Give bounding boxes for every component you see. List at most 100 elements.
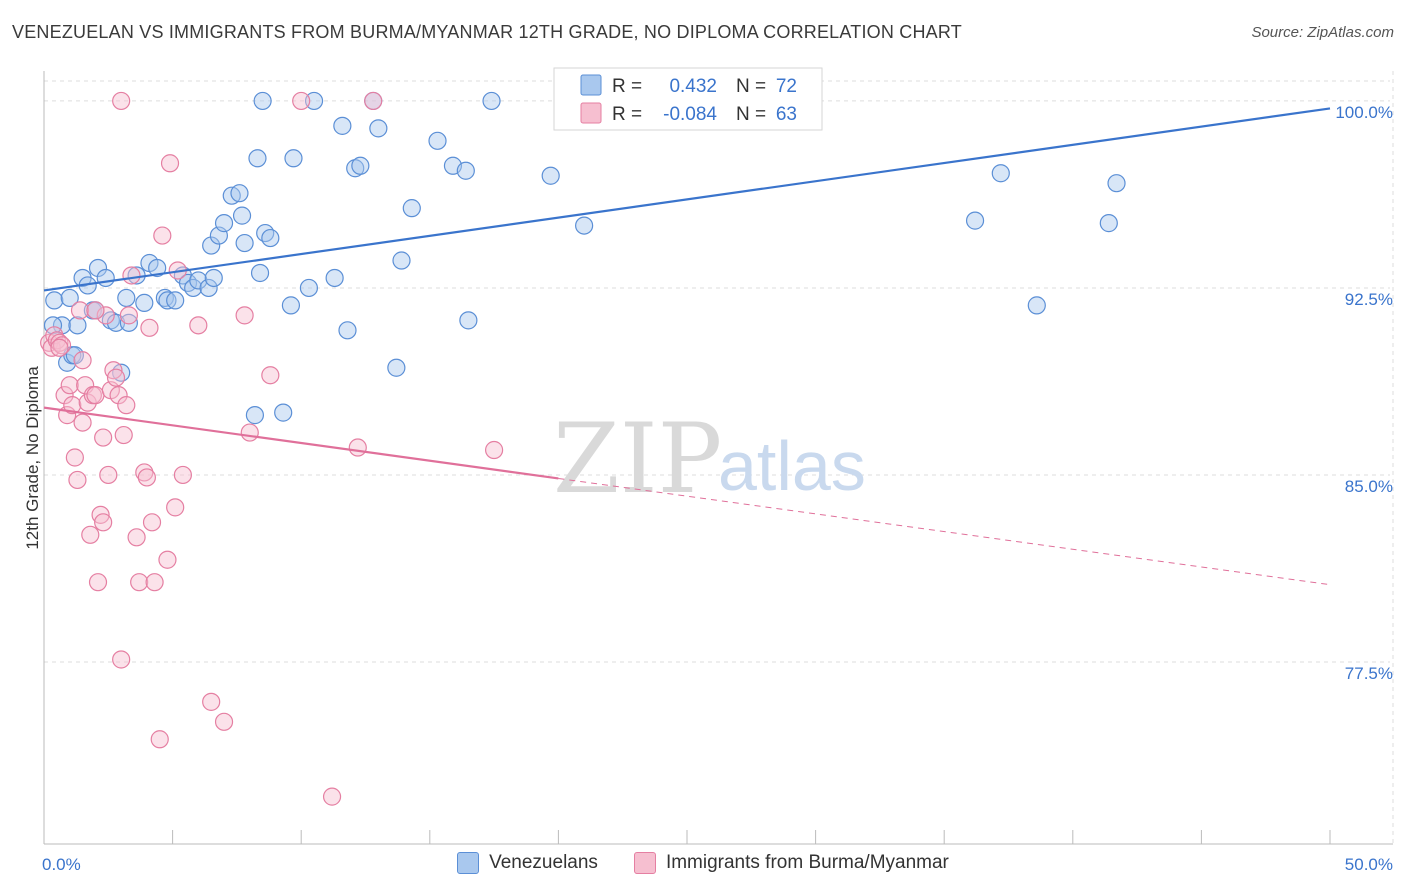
source-label: Source: ZipAtlas.com — [1251, 24, 1394, 41]
y-tick-label: 92.5% — [1345, 290, 1393, 309]
venezuelan-trend-line — [43, 107, 1331, 292]
burma-point — [94, 513, 113, 532]
legend-swatch-pink — [580, 102, 602, 124]
venezuelan-point — [456, 161, 475, 180]
burma-point — [145, 573, 164, 592]
venezuelan-point — [245, 406, 265, 425]
burma-point — [322, 787, 342, 806]
watermark: ZIP atlas — [553, 403, 866, 515]
legend-label-burma: Immigrants from Burma/Myanmar — [665, 852, 949, 873]
y-tick-label: 85.0% — [1345, 477, 1393, 496]
legend-item-venezuelans[interactable]: Venezuelans — [457, 852, 598, 874]
burma-point — [150, 730, 169, 749]
burma-point — [73, 413, 92, 432]
burma-point — [86, 301, 105, 320]
burma-point — [104, 361, 123, 380]
y-axis-label: 12th Grade, No Diploma — [23, 366, 42, 550]
venezuelan-point — [1099, 214, 1118, 233]
venezuelan-point — [189, 271, 208, 290]
venezuelan-point — [965, 211, 985, 230]
venezuelan-point — [135, 293, 154, 312]
venezuelan-point — [230, 184, 249, 203]
legend-swatch-venezuelans — [457, 852, 480, 874]
burma-point — [73, 351, 92, 370]
burma-point — [135, 463, 154, 482]
legend-r-value-pink: -0.084 — [663, 104, 717, 125]
venezuelan-point — [148, 258, 167, 278]
venezuelan-point — [369, 119, 388, 138]
burma-point — [130, 573, 149, 592]
venezuelan-point — [158, 291, 177, 310]
venezuelan-point — [117, 288, 136, 308]
legend-swatch-blue — [580, 74, 602, 96]
burma-point — [68, 470, 87, 490]
venezuelan-point — [402, 199, 421, 218]
burma-point — [166, 498, 185, 517]
burma-point — [63, 396, 82, 415]
venezuelan-point — [338, 321, 357, 340]
venezuelan-point — [232, 206, 252, 225]
burma-point — [127, 528, 146, 547]
burma-point — [112, 650, 131, 669]
y-tick-label: 77.5% — [1345, 664, 1393, 683]
burma-point — [112, 91, 131, 111]
venezuelan-point — [250, 263, 270, 283]
burma-point — [70, 301, 90, 320]
legend-n-label-pink: N = — [736, 104, 766, 125]
watermark-zip: ZIP — [553, 403, 722, 515]
burma-point — [173, 465, 192, 485]
burma-point — [202, 692, 221, 711]
burma-point — [88, 573, 108, 592]
burma-point — [348, 438, 367, 457]
burma-point — [96, 306, 115, 325]
venezuelan-point — [1027, 296, 1046, 315]
burma-point — [137, 468, 156, 487]
venezuelan-point — [281, 296, 301, 315]
legend-n-value-blue: 72 — [776, 76, 797, 97]
burma-point — [50, 333, 69, 352]
burma-point — [240, 423, 259, 442]
venezuelan-point — [96, 268, 115, 288]
venezuelan-point — [202, 236, 221, 255]
legend-r-label-pink: R = — [612, 104, 642, 125]
correlation-legend: R = 0.432 N = 72 R = -0.084 N = 63 — [553, 67, 823, 131]
burma-point — [65, 448, 84, 467]
burma-point — [140, 318, 159, 337]
burma-point — [292, 91, 311, 111]
burma-point — [91, 505, 110, 524]
venezuelan-point — [204, 268, 223, 288]
burma-point — [94, 428, 113, 447]
burma-trend-line-dashed — [558, 477, 1331, 586]
venezuelan-point — [60, 288, 79, 308]
venezuelan-point — [253, 91, 272, 111]
venezuelan-point — [261, 228, 280, 248]
burma-point — [160, 154, 180, 173]
venezuelan-point — [392, 251, 411, 270]
burma-point — [261, 366, 280, 385]
burma-point — [142, 513, 162, 532]
venezuelan-point — [1107, 174, 1126, 193]
venezuelan-point — [119, 313, 138, 332]
venezuelan-point — [541, 166, 560, 185]
data-points — [40, 91, 1126, 806]
legend-label-venezuelans: Venezuelans — [489, 852, 598, 873]
venezuelan-point — [482, 91, 501, 111]
venezuelan-point — [214, 214, 234, 233]
burma-point — [99, 465, 118, 485]
legend-n-value-pink: 63 — [776, 104, 797, 125]
burma-point — [52, 336, 72, 355]
x-tick-label: 0.0% — [42, 855, 81, 874]
venezuelan-point — [88, 258, 108, 278]
burma-point — [364, 91, 383, 111]
burma-point — [114, 425, 133, 445]
venezuelan-point — [459, 311, 478, 330]
venezuelan-point — [166, 291, 185, 310]
legend-item-burma[interactable]: Immigrants from Burma/Myanmar — [633, 852, 949, 874]
venezuelan-point — [304, 91, 324, 111]
venezuelan-point — [428, 131, 447, 150]
burma-point — [50, 338, 69, 357]
venezuelan-point — [68, 316, 87, 335]
venezuelan-point — [235, 233, 254, 253]
venezuelan-point — [575, 216, 594, 235]
trend-lines — [43, 107, 1331, 586]
